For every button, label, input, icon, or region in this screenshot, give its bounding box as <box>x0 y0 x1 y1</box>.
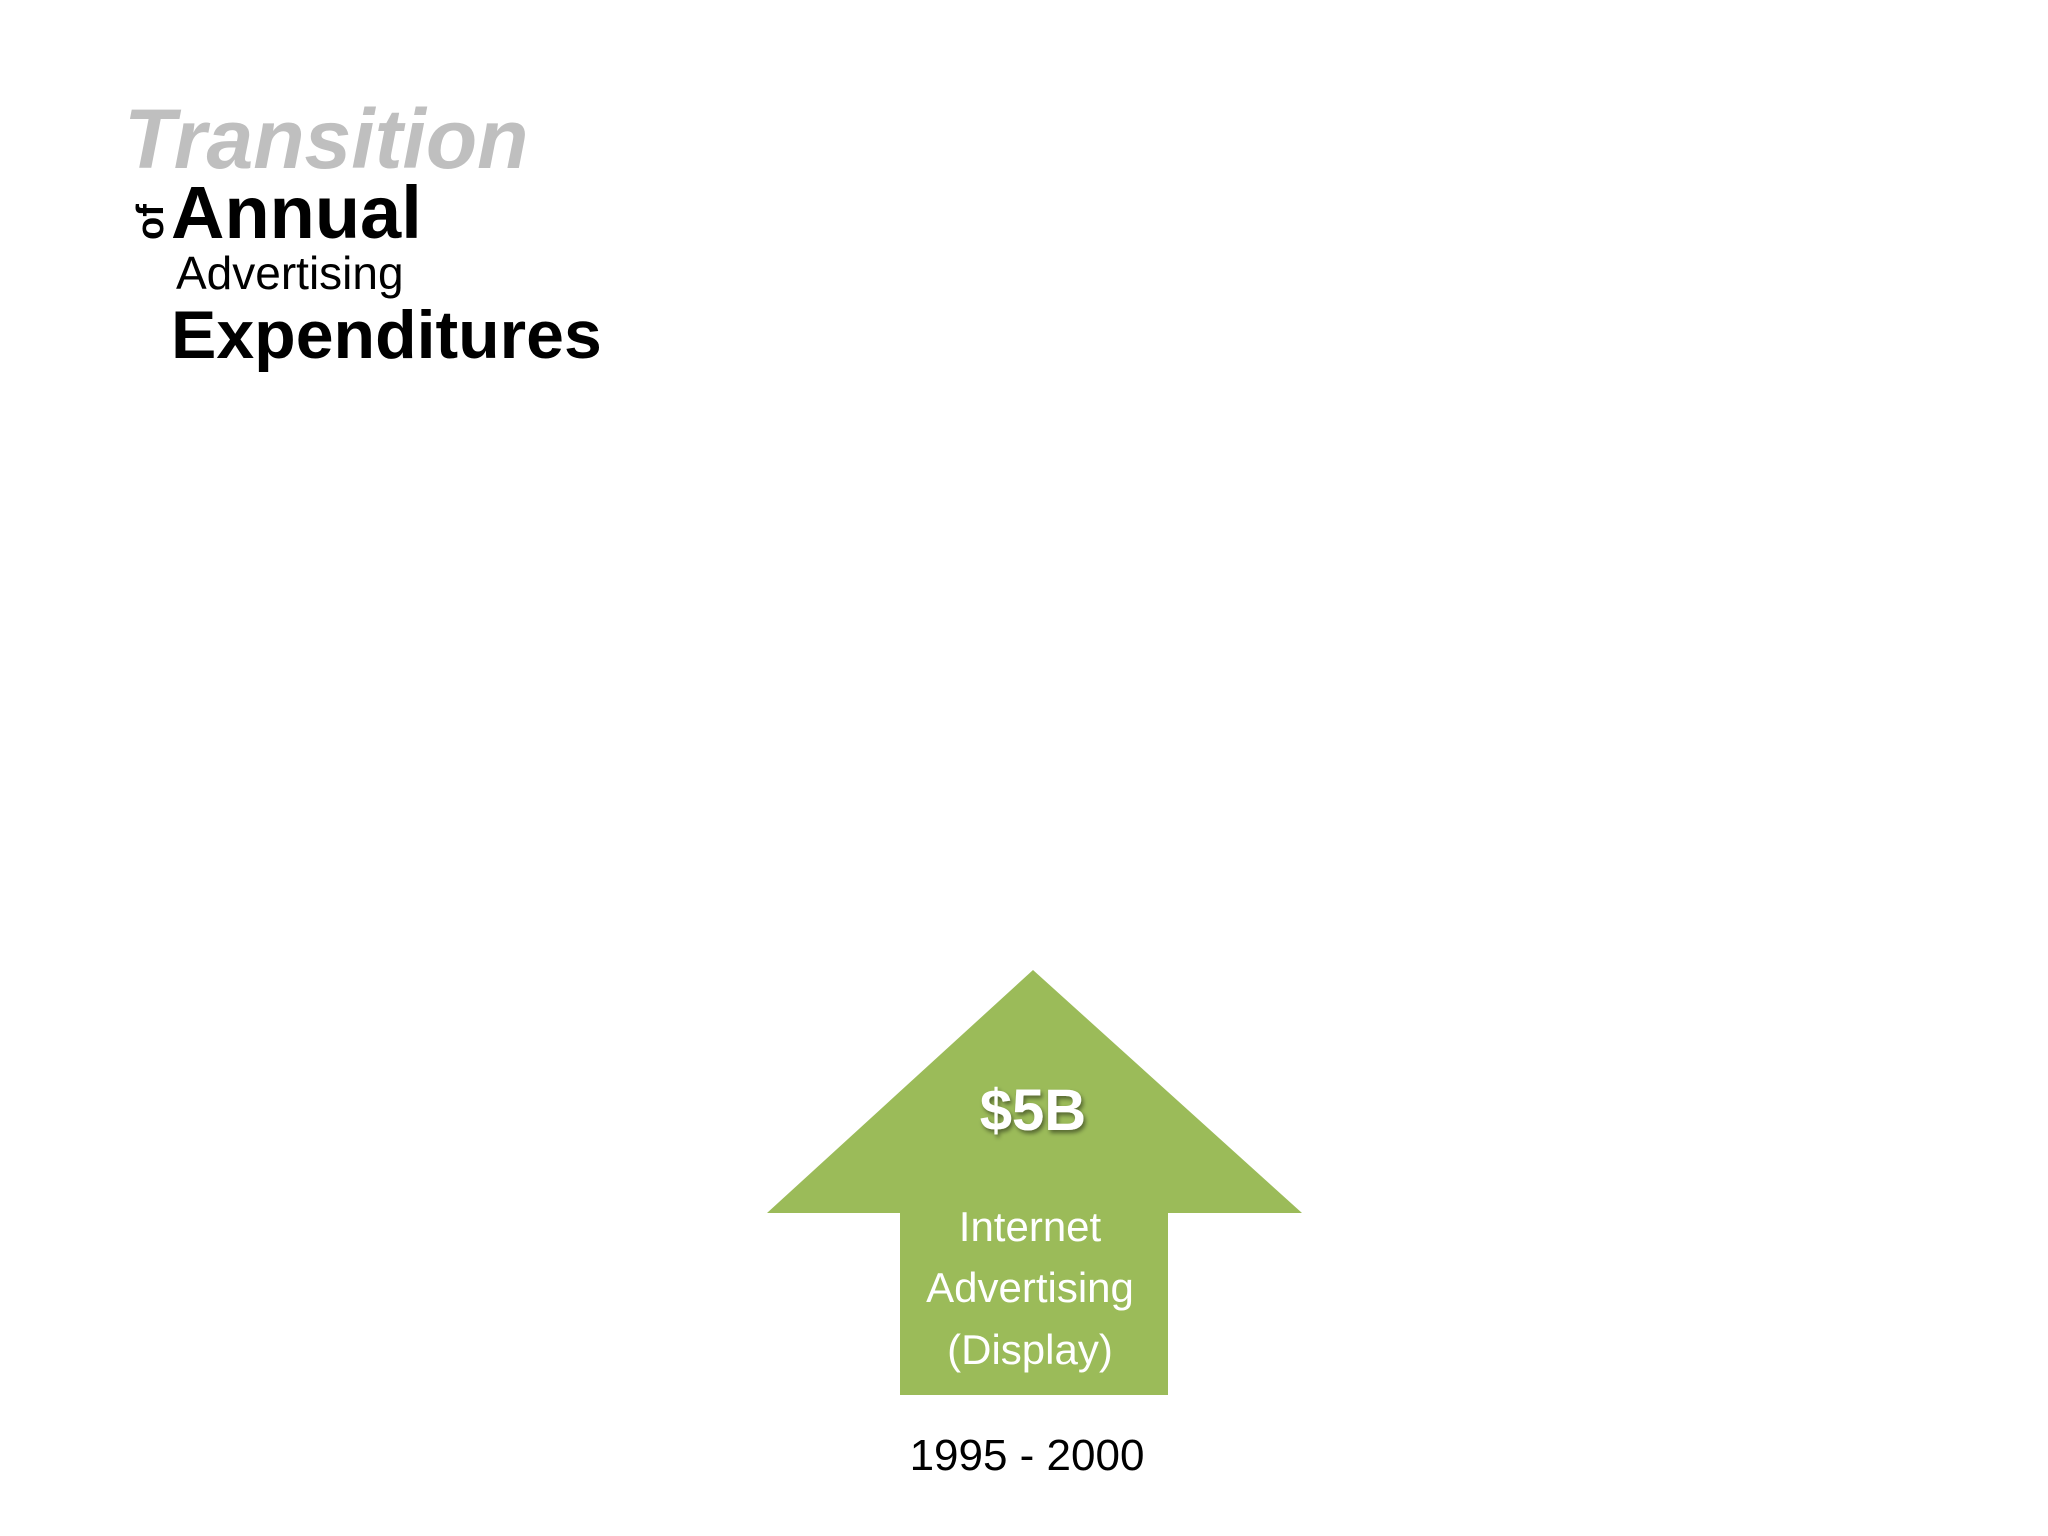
title-line2: Annual <box>171 171 422 254</box>
up-arrow <box>767 970 1302 1395</box>
title-line4: Expenditures <box>171 297 602 373</box>
arrow-value: $5B <box>980 1078 1086 1143</box>
arrow-label: Internet <box>959 1203 1102 1250</box>
period-label: 1995 - 2000 <box>910 1431 1145 1480</box>
title-connector: of <box>130 204 172 240</box>
title-line1: Transition <box>124 92 529 186</box>
title-line3: Advertising <box>176 247 404 299</box>
arrow-label: Advertising <box>926 1264 1134 1311</box>
arrow-label: (Display) <box>947 1326 1113 1373</box>
